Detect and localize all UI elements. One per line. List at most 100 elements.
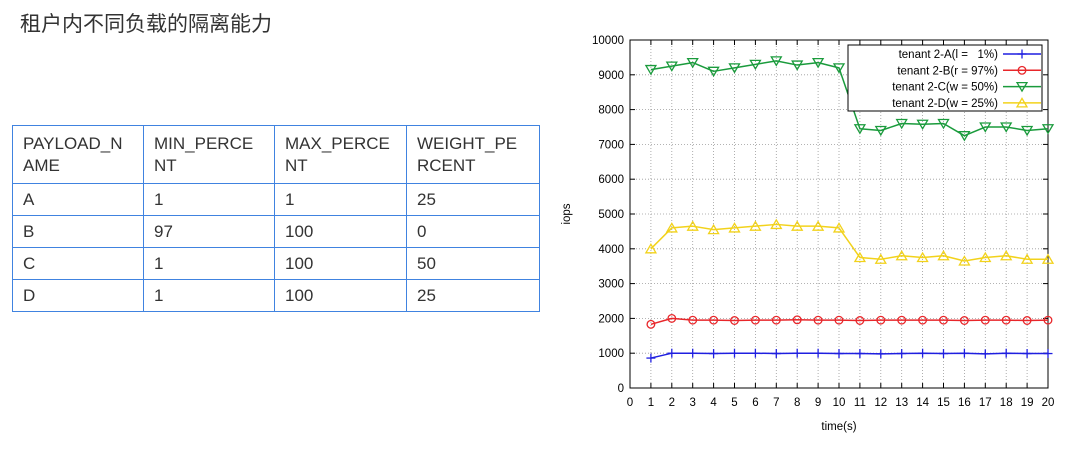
table-cell-payload-name: D [12, 279, 144, 312]
data-point [688, 315, 698, 325]
data-point [876, 315, 886, 325]
table-cell-max-percent: 1 [274, 183, 407, 216]
data-point [918, 348, 928, 358]
x-tick-label: 19 [1021, 397, 1034, 409]
legend-box [847, 44, 1043, 112]
y-tick-labels: 0 1000 2000 3000 4000 5000 6000 7000 8000 9000 100… [592, 35, 624, 395]
data-point [1043, 349, 1053, 359]
table-header-min-percent: MIN_PERCENT [143, 125, 275, 184]
data-point [665, 61, 678, 72]
table-row: D 1 100 25 [12, 279, 540, 312]
data-point [916, 119, 929, 130]
x-tick-label: 11 [854, 397, 866, 409]
x-tick-label: 3 [689, 397, 695, 409]
table-cell-max-percent: 100 [274, 247, 407, 280]
table-cell-max-percent: 100 [274, 215, 407, 248]
x-axis-label: time(s) [821, 421, 856, 433]
data-point [853, 124, 867, 135]
series-tenant-2-d-w-25 [644, 218, 1055, 266]
data-point [918, 315, 928, 325]
data-point [1001, 348, 1011, 358]
data-point [1041, 253, 1055, 264]
table-cell-min-percent: 1 [143, 247, 275, 280]
data-point [728, 222, 741, 233]
y-tick-label: 6000 [598, 174, 624, 186]
data-point [959, 348, 969, 358]
data-point [958, 131, 971, 142]
data-point [728, 63, 741, 74]
data-point [834, 315, 844, 325]
data-point [916, 251, 929, 263]
data-point [897, 349, 907, 359]
data-point [667, 313, 677, 323]
data-point [834, 349, 844, 359]
data-point [813, 348, 823, 358]
y-tick-label: 9000 [598, 70, 624, 82]
x-tick-label: 17 [979, 397, 992, 409]
y-axis-label: iops [561, 203, 573, 224]
x-tick-label: 15 [937, 397, 950, 409]
data-point [771, 349, 781, 359]
data-point [730, 316, 739, 325]
iops-line-chart: 0 1 2 3 4 5 6 7 8 9 10 11 12 13 14 15 16 17 18 19 2001000200… [561, 35, 1055, 433]
legend-marker [1015, 81, 1029, 93]
x-tick-label: 8 [794, 397, 800, 409]
data-point [791, 60, 804, 71]
data-point [749, 59, 762, 71]
table-cell-weight-percent: 25 [406, 279, 540, 312]
table-row: A 1 1 25 [12, 183, 540, 216]
data-point [749, 220, 762, 231]
x-tick-label: 7 [773, 397, 779, 409]
y-tick-label: 2000 [598, 313, 624, 325]
legend: tenant 2-A(l = 1%) tenant 2-B(r = 97%) ten… [847, 44, 1043, 112]
data-point [895, 118, 908, 130]
x-tick-label: 20 [1042, 397, 1055, 409]
table-cell-payload-name: B [12, 215, 144, 248]
y-tick-label: 3000 [598, 279, 624, 291]
data-point [667, 348, 677, 358]
legend-entry: tenant 2-C(w = 50%) [892, 82, 1041, 94]
data-point [644, 243, 658, 254]
x-tick-label: 5 [731, 397, 737, 409]
y-tick-label: 5000 [598, 209, 624, 221]
data-point [792, 315, 802, 325]
data-point [895, 249, 908, 261]
legend-entry: tenant 2-A(l = 1%) [899, 49, 1041, 61]
table-header-weight-percent: WEIGHT_PERCENT [406, 125, 540, 184]
x-tick-label: 0 [627, 397, 633, 409]
table-cell-min-percent: 1 [143, 183, 275, 216]
data-point [709, 315, 719, 325]
x-tick-label: 6 [752, 397, 758, 409]
data-point [811, 220, 825, 231]
data-point [686, 220, 699, 231]
data-point [980, 349, 990, 359]
table-cell-weight-percent: 50 [406, 247, 540, 280]
series-tenant-2-a-l-1 [646, 348, 1053, 363]
series-tenant-2-b-r-97 [646, 313, 1053, 329]
data-point [979, 122, 992, 133]
table-cell-min-percent: 97 [143, 215, 275, 248]
table-row: C 1 100 50 [12, 247, 540, 280]
x-tick-labels: 0 1 2 3 4 5 6 7 8 9 10 11 12 13 14 15 16 17 18 19 20 [627, 397, 1055, 409]
legend-entry: tenant 2-B(r = 97%) [897, 65, 1041, 77]
x-tick-label: 14 [916, 397, 929, 409]
data-point [1020, 125, 1034, 137]
data-point [897, 315, 907, 325]
data-point [750, 348, 760, 358]
data-point [832, 63, 846, 74]
data-point [1020, 253, 1034, 264]
y-tick-label: 7000 [598, 139, 624, 151]
x-tick-label: 12 [874, 397, 887, 409]
legend-label: tenant 2-B(r = 97%) [897, 65, 998, 77]
data-point [688, 348, 698, 358]
data-point [874, 253, 887, 264]
data-point [646, 319, 656, 329]
x-tick-label: 16 [958, 397, 971, 409]
y-tick-label: 10000 [592, 35, 624, 47]
y-tick-label: 0 [618, 383, 624, 395]
table-header-payload-name: PAYLOAD_NAME [12, 125, 144, 184]
data-point [980, 315, 990, 325]
table-cell-payload-name: C [12, 247, 144, 280]
legend-label: tenant 2-A(l = 1%) [899, 49, 999, 61]
x-tick-label: 18 [1000, 397, 1013, 409]
